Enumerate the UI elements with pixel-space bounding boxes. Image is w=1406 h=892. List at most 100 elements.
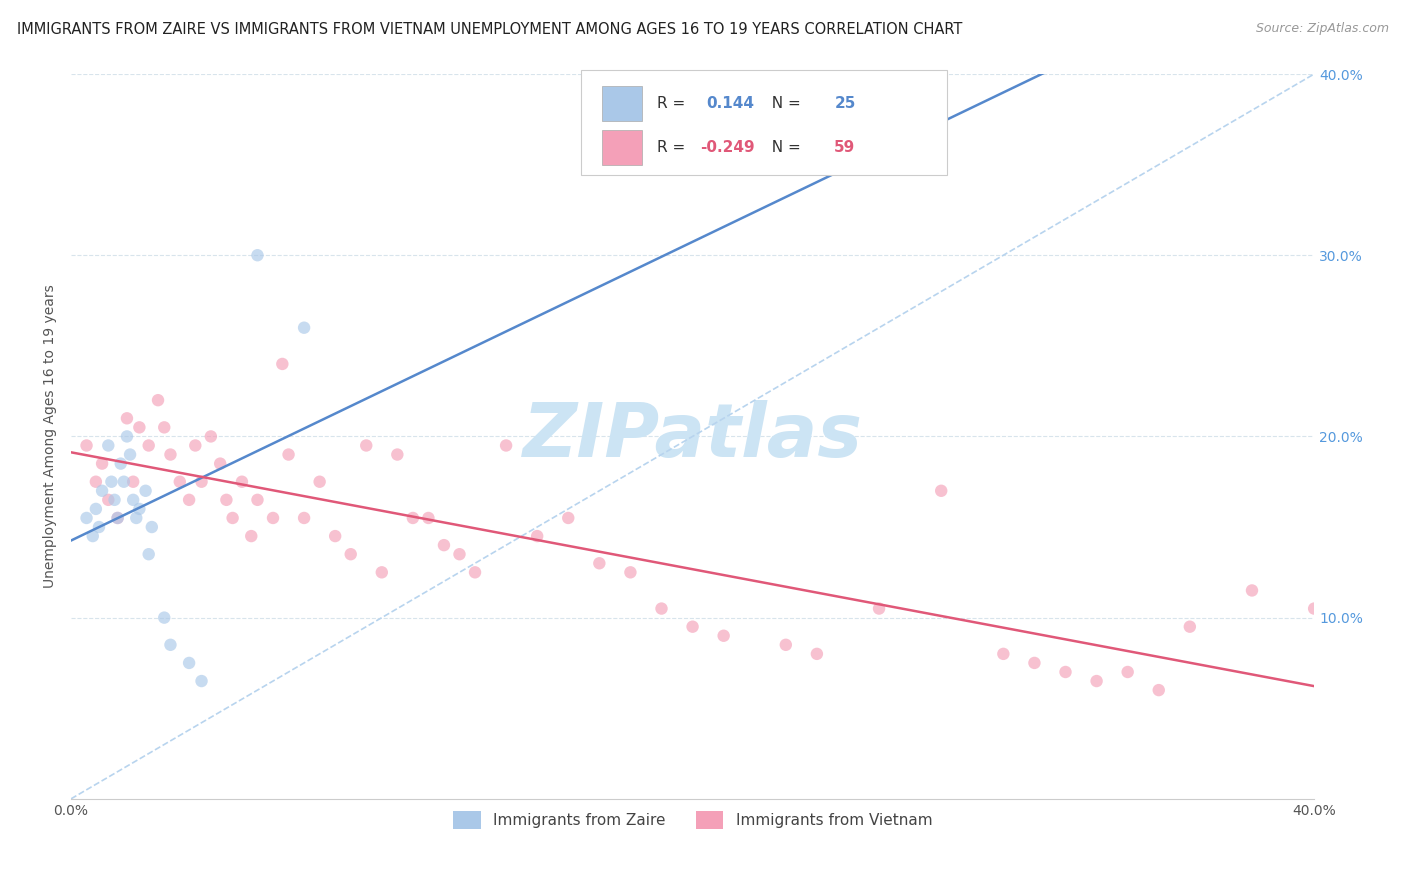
- Point: [97, 492, 120, 507]
- Point: [112, 475, 135, 489]
- Point: [292, 320, 315, 334]
- Point: [1178, 620, 1201, 634]
- Point: [190, 475, 212, 489]
- Point: [323, 529, 346, 543]
- Point: [107, 511, 129, 525]
- Point: [138, 438, 160, 452]
- Point: [588, 556, 610, 570]
- Point: [246, 248, 269, 262]
- Point: [100, 475, 122, 489]
- Point: [371, 566, 394, 580]
- Point: [775, 638, 797, 652]
- Point: [387, 448, 409, 462]
- Point: [190, 674, 212, 689]
- FancyBboxPatch shape: [602, 86, 641, 120]
- Point: [526, 529, 548, 543]
- FancyBboxPatch shape: [602, 130, 641, 165]
- Point: [1303, 601, 1326, 615]
- Point: [1147, 683, 1170, 698]
- Point: [868, 601, 890, 615]
- Point: [91, 457, 114, 471]
- Point: [277, 448, 299, 462]
- Text: N =: N =: [762, 95, 806, 111]
- Legend: Immigrants from Zaire, Immigrants from Vietnam: Immigrants from Zaire, Immigrants from V…: [447, 805, 938, 835]
- Point: [82, 529, 104, 543]
- Point: [619, 566, 641, 580]
- Point: [110, 457, 132, 471]
- Point: [1085, 674, 1108, 689]
- Point: [354, 438, 377, 452]
- Point: [682, 620, 704, 634]
- Point: [650, 601, 672, 615]
- Point: [246, 492, 269, 507]
- Text: ZIPatlas: ZIPatlas: [523, 400, 862, 473]
- Point: [115, 429, 138, 443]
- Point: [433, 538, 456, 552]
- Point: [159, 448, 181, 462]
- Text: IMMIGRANTS FROM ZAIRE VS IMMIGRANTS FROM VIETNAM UNEMPLOYMENT AMONG AGES 16 TO 1: IMMIGRANTS FROM ZAIRE VS IMMIGRANTS FROM…: [17, 22, 962, 37]
- Point: [402, 511, 425, 525]
- Point: [464, 566, 486, 580]
- Point: [240, 529, 263, 543]
- Point: [97, 438, 120, 452]
- Point: [87, 520, 110, 534]
- Point: [449, 547, 471, 561]
- Point: [184, 438, 207, 452]
- Point: [1240, 583, 1263, 598]
- Point: [271, 357, 294, 371]
- Y-axis label: Unemployment Among Ages 16 to 19 years: Unemployment Among Ages 16 to 19 years: [44, 285, 58, 589]
- Point: [215, 492, 238, 507]
- Text: R =: R =: [657, 140, 690, 155]
- Point: [84, 475, 107, 489]
- Point: [84, 502, 107, 516]
- Text: -0.249: -0.249: [700, 140, 755, 155]
- Point: [125, 511, 148, 525]
- Point: [120, 448, 142, 462]
- Text: R =: R =: [657, 95, 690, 111]
- Point: [339, 547, 361, 561]
- Point: [1116, 665, 1139, 679]
- Point: [146, 393, 169, 408]
- Point: [169, 475, 191, 489]
- Point: [292, 511, 315, 525]
- Point: [91, 483, 114, 498]
- Point: [806, 647, 828, 661]
- Point: [141, 520, 163, 534]
- Text: Source: ZipAtlas.com: Source: ZipAtlas.com: [1256, 22, 1389, 36]
- Point: [993, 647, 1015, 661]
- Point: [177, 492, 200, 507]
- Point: [262, 511, 284, 525]
- Point: [128, 502, 150, 516]
- Point: [128, 420, 150, 434]
- Point: [1054, 665, 1077, 679]
- Point: [231, 475, 253, 489]
- Point: [713, 629, 735, 643]
- Point: [929, 483, 952, 498]
- Point: [159, 638, 181, 652]
- Point: [153, 610, 176, 624]
- Point: [103, 492, 125, 507]
- Point: [122, 475, 145, 489]
- Text: 59: 59: [834, 140, 855, 155]
- Point: [153, 420, 176, 434]
- Point: [115, 411, 138, 425]
- Point: [209, 457, 232, 471]
- Text: 0.144: 0.144: [706, 95, 754, 111]
- Point: [418, 511, 440, 525]
- Point: [495, 438, 517, 452]
- FancyBboxPatch shape: [581, 70, 948, 176]
- Text: 25: 25: [834, 95, 856, 111]
- Point: [135, 483, 157, 498]
- Point: [107, 511, 129, 525]
- Point: [76, 511, 98, 525]
- Point: [177, 656, 200, 670]
- Point: [308, 475, 330, 489]
- Point: [1024, 656, 1046, 670]
- Point: [221, 511, 243, 525]
- Point: [138, 547, 160, 561]
- Point: [557, 511, 579, 525]
- Text: N =: N =: [762, 140, 806, 155]
- Point: [122, 492, 145, 507]
- Point: [76, 438, 98, 452]
- Point: [200, 429, 222, 443]
